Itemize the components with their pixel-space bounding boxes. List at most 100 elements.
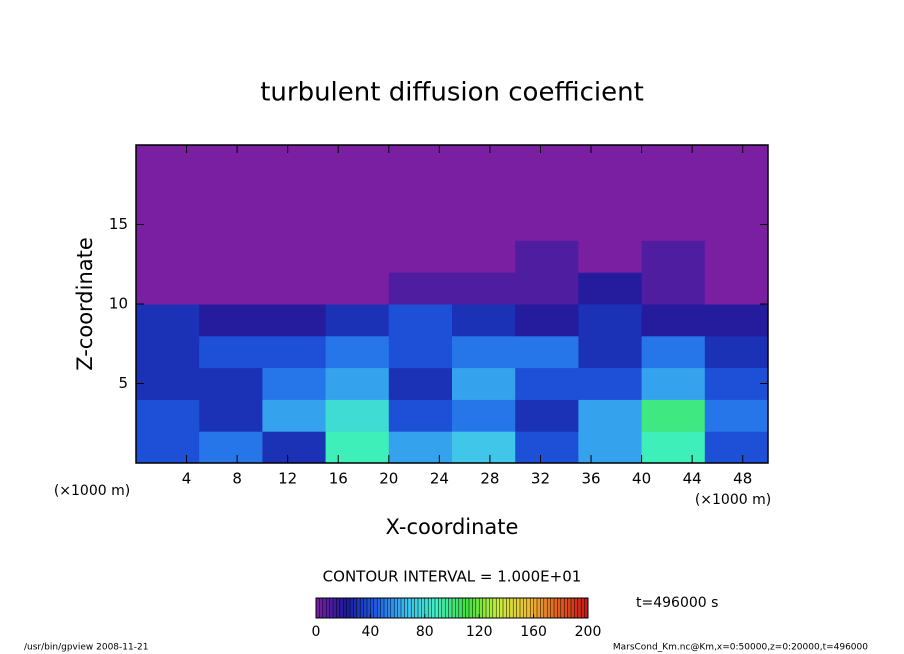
heatmap-cell xyxy=(452,145,516,178)
colorbar-swatch xyxy=(492,598,497,618)
x-tick-label: 12 xyxy=(278,470,297,488)
heatmap-cell xyxy=(452,176,516,210)
colorbar-swatch xyxy=(554,598,558,618)
colorbar-swatch xyxy=(455,598,460,618)
heatmap-cell xyxy=(388,208,453,241)
x-tick-label: 40 xyxy=(632,470,651,488)
colorbar-swatch xyxy=(438,598,443,618)
colorbar-swatch xyxy=(367,598,371,618)
time-label: t=496000 s xyxy=(636,595,718,611)
colorbar-swatch xyxy=(445,598,449,618)
heatmap-cell xyxy=(136,335,200,369)
heatmap-cell xyxy=(452,208,516,241)
heatmap-cell xyxy=(452,431,516,464)
heatmap-cell xyxy=(199,399,263,432)
heatmap-cell xyxy=(136,272,200,305)
x-tick-label: 24 xyxy=(430,470,449,488)
colorbar-swatch xyxy=(384,598,388,618)
colorbar-swatch xyxy=(380,598,385,618)
colorbar-swatch xyxy=(319,598,324,618)
heatmap-cell xyxy=(578,431,643,464)
heatmap-cell xyxy=(515,399,579,432)
colorbar-swatch xyxy=(547,598,551,618)
heatmap-cell xyxy=(515,272,579,305)
heatmap-cell xyxy=(388,335,453,369)
colorbar-swatch xyxy=(581,598,585,618)
colorbar-swatch xyxy=(404,598,409,618)
colorbar-frame xyxy=(315,597,589,619)
y-tick-label: 15 xyxy=(109,215,128,233)
heatmap-cell xyxy=(388,145,453,178)
colorbar-swatch xyxy=(339,598,344,618)
heatmap-cell xyxy=(578,272,643,305)
colorbar-swatch xyxy=(540,598,545,618)
colorbar-swatch xyxy=(343,598,347,618)
heatmap-cell xyxy=(578,176,643,210)
heatmap-cell xyxy=(641,240,706,273)
heatmap-cell xyxy=(262,240,327,273)
x-tick-label: 48 xyxy=(733,470,752,488)
colorbar-swatch xyxy=(526,598,531,618)
x-tick-label: 36 xyxy=(581,470,600,488)
x-tick-label: 16 xyxy=(329,470,348,488)
colorbar-swatch xyxy=(397,598,402,618)
colorbar-swatch xyxy=(418,598,422,618)
colorbar-swatch xyxy=(571,598,575,618)
heatmap-cell xyxy=(641,367,706,400)
colorbar-swatch xyxy=(509,598,514,618)
heatmap-cell xyxy=(704,399,769,432)
heatmap-cell xyxy=(641,208,706,241)
colorbar-swatch xyxy=(428,598,432,618)
heatmap-cell xyxy=(515,431,579,464)
heatmap-cell xyxy=(452,335,516,369)
colorbar-tick-label: 120 xyxy=(466,624,493,640)
heatmap-cell xyxy=(641,176,706,210)
heatmap-cell xyxy=(262,335,327,369)
colorbar-swatch xyxy=(520,598,524,618)
heatmap-cell xyxy=(388,431,453,464)
heatmap-cell xyxy=(136,145,200,178)
heatmap-cell xyxy=(199,145,263,178)
colorbar-swatch xyxy=(356,598,361,618)
colorbar-swatch xyxy=(407,598,412,618)
colorbar-swatch xyxy=(346,598,351,618)
heatmap-cell xyxy=(325,335,390,369)
heatmap-cell xyxy=(515,304,579,337)
x-axis-label: X-coordinate xyxy=(386,515,519,539)
colorbar-swatch xyxy=(567,598,572,618)
heatmap-cell xyxy=(199,431,263,464)
heatmap-cell xyxy=(704,176,769,210)
colorbar-swatch xyxy=(516,598,521,618)
x-unit-left: (×1000 m) xyxy=(54,483,130,499)
x-tick-label: 32 xyxy=(531,470,550,488)
contour-note: CONTOUR INTERVAL = 1.000E+01 xyxy=(323,568,582,586)
x-tick-label: 4 xyxy=(182,470,192,488)
colorbar-swatch xyxy=(363,598,368,618)
heatmap-cell xyxy=(325,304,390,337)
heatmap-cell xyxy=(704,304,769,337)
colorbar-swatch xyxy=(543,598,548,618)
heatmap-cell xyxy=(325,240,390,273)
colorbar-swatch xyxy=(350,598,354,618)
colorbar-swatch xyxy=(503,598,507,618)
heatmap-cell xyxy=(199,208,263,241)
heatmap-cell xyxy=(515,335,579,369)
heatmap-cell xyxy=(199,272,263,305)
heatmap-cell xyxy=(578,208,643,241)
chart-title: turbulent diffusion coefficient xyxy=(260,78,644,108)
heatmap-cell xyxy=(452,272,516,305)
heatmap-cell xyxy=(452,367,516,400)
heatmap-cell xyxy=(325,431,390,464)
heatmap-cell xyxy=(262,431,327,464)
colorbar-swatch xyxy=(496,598,500,618)
heatmap-cell xyxy=(578,335,643,369)
x-tick-label: 20 xyxy=(379,470,398,488)
colorbar-swatch xyxy=(377,598,381,618)
colorbar-swatch xyxy=(370,598,375,618)
heatmap-cell xyxy=(388,272,453,305)
heatmap-cell xyxy=(136,208,200,241)
colorbar-swatch xyxy=(322,598,327,618)
colorbar-swatch xyxy=(537,598,541,618)
colorbar-tick-label: 40 xyxy=(361,624,379,640)
heatmap-cell xyxy=(136,304,200,337)
